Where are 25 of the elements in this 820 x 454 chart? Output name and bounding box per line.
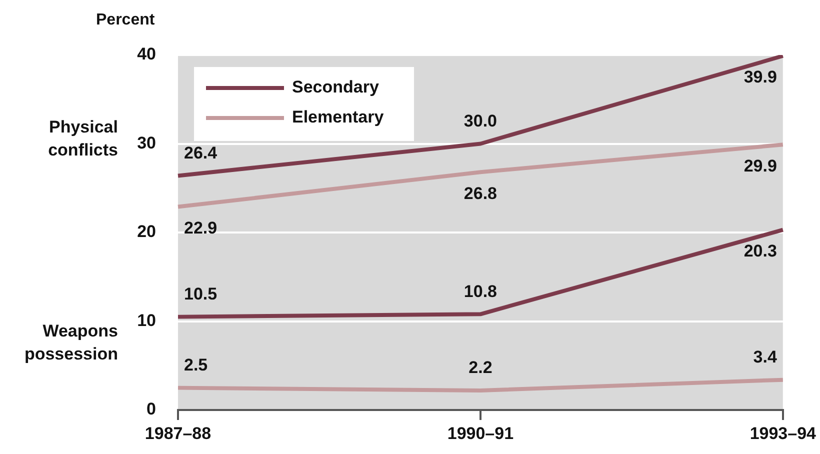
text: Weapons possession (24, 322, 118, 364)
x-tick-label: 1990–91 (447, 424, 514, 443)
y-tick-label: 0 (146, 400, 156, 419)
data-label: 29.9 (744, 156, 777, 176)
data-label: 26.8 (464, 184, 497, 203)
text: Physical conflicts (48, 118, 118, 160)
y-tick-label: 30 (137, 133, 156, 152)
y-tick-label: 10 (137, 310, 156, 330)
x-tick-label: 1993–94 (750, 424, 817, 443)
data-label: 10.5 (184, 284, 218, 304)
data-label: 10.8 (464, 282, 497, 301)
data-label: 2.5 (184, 356, 208, 374)
y-tick-label: 40 (137, 44, 156, 64)
legend-label: Secondary (292, 78, 380, 97)
y-axis-title: Percent (96, 11, 156, 28)
data-label: 2.2 (468, 358, 492, 378)
data-label: 22.9 (184, 218, 218, 238)
data-label: 26.4 (184, 143, 218, 162)
data-label: 20.3 (744, 242, 777, 261)
legend-label: Elementary (292, 108, 384, 127)
data-label: 30.0 (464, 111, 497, 130)
data-label: 3.4 (753, 348, 778, 367)
x-tick-label: 1987–88 (144, 424, 212, 443)
data-label: 39.9 (744, 68, 777, 87)
y-tick-label: 20 (137, 222, 156, 242)
